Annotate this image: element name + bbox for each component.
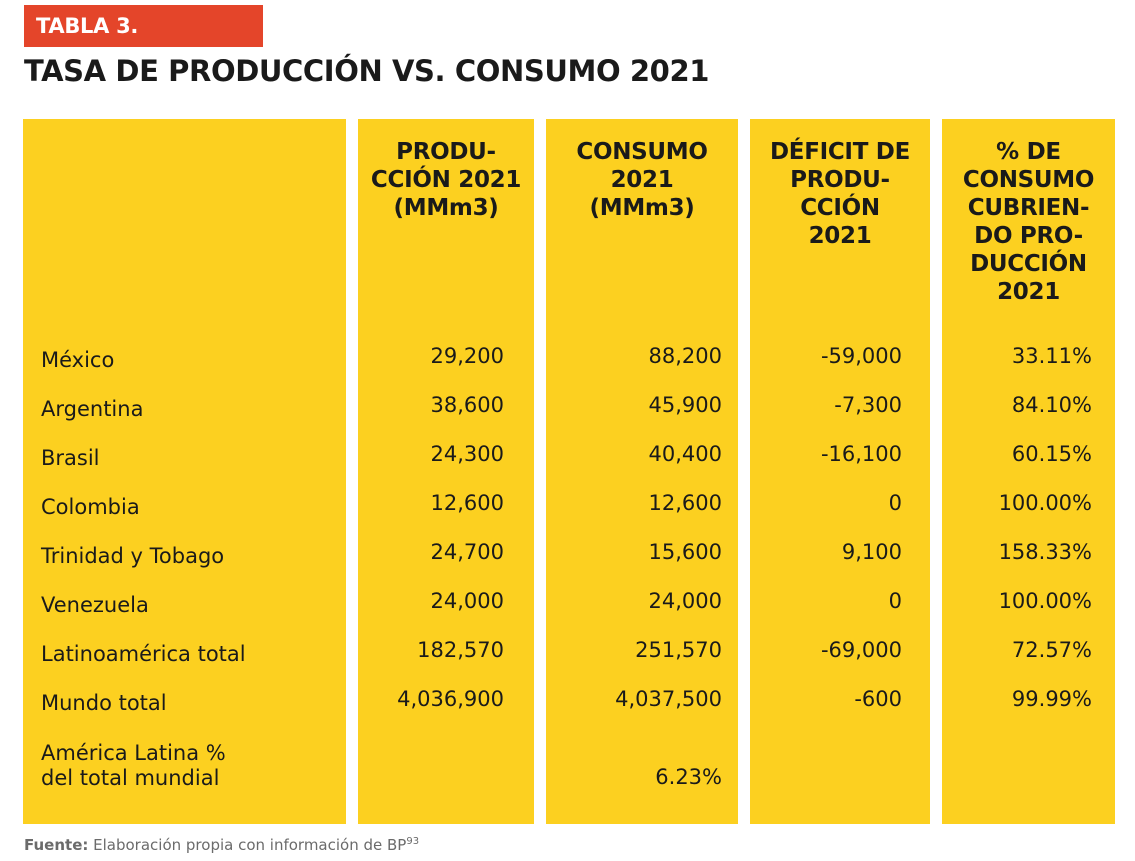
cell-consumo: 4,037,500	[615, 687, 722, 711]
cell-porcentaje: 100.00%	[998, 491, 1092, 515]
cell-consumo: 88,200	[648, 344, 722, 368]
cell-porcentaje: 72.57%	[1011, 638, 1092, 662]
cell-consumo: 251,570	[635, 638, 722, 662]
column-produccion: PRODU- CCIÓN 2021 (MMm3) 29,200 38,600 2…	[358, 119, 534, 824]
cell-consumo: 12,600	[648, 491, 722, 515]
cell-produccion: 4,036,900	[397, 687, 504, 711]
source-prefix: Fuente:	[24, 836, 89, 854]
cell-porcentaje: 33.11%	[1011, 344, 1092, 368]
cell-produccion: 24,000	[430, 589, 504, 613]
source-text: Elaboración propia con información de BP	[88, 836, 407, 854]
cell-deficit: 9,100	[841, 540, 902, 564]
column-header-produccion: PRODU- CCIÓN 2021 (MMm3)	[370, 139, 522, 221]
cell-latam-share: 6.23%	[655, 765, 722, 789]
row-label: Latinoamérica total	[41, 642, 246, 666]
column-consumo: CONSUMO 2021 (MMm3) 88,200 45,900 40,400…	[546, 119, 738, 824]
cell-porcentaje: 60.15%	[1011, 442, 1092, 466]
cell-consumo: 45,900	[648, 393, 722, 417]
table-number-tag: TABLA 3.	[24, 5, 263, 47]
row-label-latam-share: América Latina % del total mundial	[41, 741, 226, 790]
source-note: Fuente: Elaboración propia con informaci…	[24, 836, 419, 854]
column-country: México Argentina Brasil Colombia Trinida…	[23, 119, 346, 824]
column-header-porcentaje: % DE CONSUMO CUBRIEN- DO PRO- DUCCIÓN 20…	[962, 139, 1095, 305]
row-label: Brasil	[41, 446, 100, 470]
cell-porcentaje: 100.00%	[998, 589, 1092, 613]
cell-produccion: 24,700	[430, 540, 504, 564]
column-deficit: DÉFICIT DE PRODU- CCIÓN 2021 -59,000 -7,…	[750, 119, 930, 824]
cell-consumo: 40,400	[648, 442, 722, 466]
cell-deficit: -7,300	[834, 393, 902, 417]
cell-porcentaje: 158.33%	[998, 540, 1092, 564]
cell-deficit: -16,100	[820, 442, 902, 466]
cell-produccion: 182,570	[417, 638, 504, 662]
cell-deficit: 0	[888, 491, 902, 515]
cell-deficit: 0	[888, 589, 902, 613]
row-label: Venezuela	[41, 593, 149, 617]
cell-produccion: 38,600	[430, 393, 504, 417]
cell-deficit: -600	[854, 687, 902, 711]
cell-produccion: 12,600	[430, 491, 504, 515]
cell-deficit: -59,000	[820, 344, 902, 368]
cell-porcentaje: 99.99%	[1011, 687, 1092, 711]
cell-consumo: 24,000	[648, 589, 722, 613]
cell-produccion: 24,300	[430, 442, 504, 466]
row-label: Trinidad y Tobago	[41, 544, 225, 568]
cell-deficit: -69,000	[820, 638, 902, 662]
cell-porcentaje: 84.10%	[1011, 393, 1092, 417]
source-footnote-ref: 93	[406, 836, 420, 847]
column-porcentaje: % DE CONSUMO CUBRIEN- DO PRO- DUCCIÓN 20…	[942, 119, 1115, 824]
cell-consumo: 15,600	[648, 540, 722, 564]
column-header-consumo: CONSUMO 2021 (MMm3)	[576, 139, 708, 221]
row-label: Colombia	[41, 495, 140, 519]
row-label: Mundo total	[41, 691, 167, 715]
row-label: Argentina	[41, 397, 144, 421]
column-header-deficit: DÉFICIT DE PRODU- CCIÓN 2021	[769, 139, 910, 249]
row-label: México	[41, 348, 115, 372]
page-title: TASA DE PRODUCCIÓN VS. CONSUMO 2021	[24, 54, 710, 88]
cell-produccion: 29,200	[430, 344, 504, 368]
